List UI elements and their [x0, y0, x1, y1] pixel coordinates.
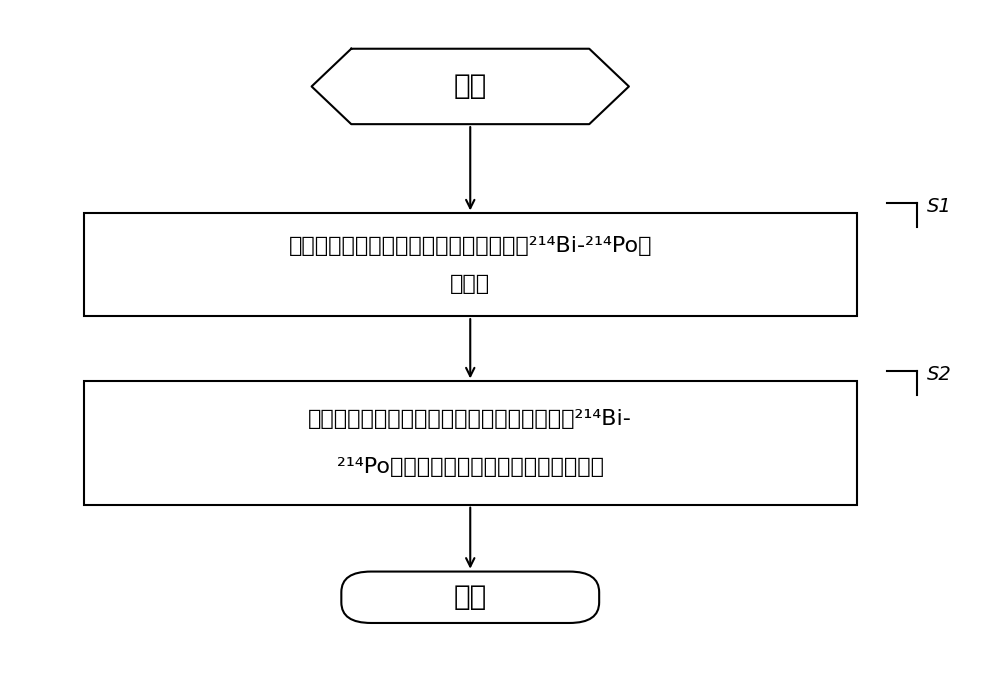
Text: 开始: 开始 — [454, 72, 487, 101]
Text: S2: S2 — [926, 365, 951, 384]
Text: 合事件: 合事件 — [450, 274, 490, 294]
Bar — [84, 381, 857, 505]
Text: 结束: 结束 — [454, 583, 487, 611]
Text: ²¹⁴Po符合事件，计算人工放射性核素浓度: ²¹⁴Po符合事件，计算人工放射性核素浓度 — [337, 457, 604, 477]
Bar — [84, 213, 857, 316]
Text: S1: S1 — [926, 197, 951, 216]
FancyBboxPatch shape — [341, 572, 599, 623]
Text: 根据半导体探测器测量的脉冲信号以及提取的²¹⁴Bi-: 根据半导体探测器测量的脉冲信号以及提取的²¹⁴Bi- — [308, 409, 632, 429]
Text: 根据半导体探测器测量的脉冲信号，提取²¹⁴Bi-²¹⁴Po符: 根据半导体探测器测量的脉冲信号，提取²¹⁴Bi-²¹⁴Po符 — [289, 235, 652, 255]
